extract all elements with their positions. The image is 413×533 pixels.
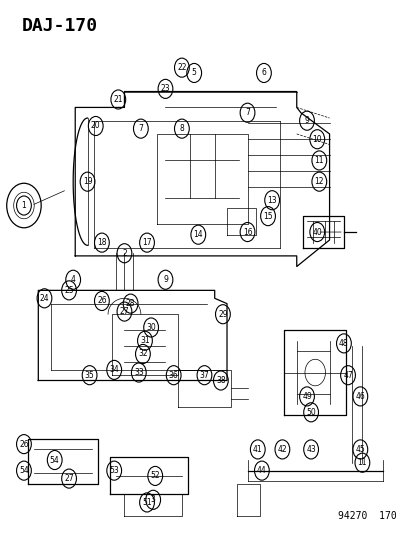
Text: 27: 27 [64, 474, 74, 483]
Text: 37: 37 [199, 370, 209, 379]
Text: 4: 4 [71, 275, 76, 284]
Text: 11: 11 [314, 156, 323, 165]
Text: 7: 7 [138, 124, 143, 133]
Text: 94270  170: 94270 170 [337, 511, 396, 521]
Text: 26: 26 [97, 296, 107, 305]
Text: 32: 32 [138, 350, 147, 359]
Text: 40: 40 [312, 228, 321, 237]
Text: 14: 14 [193, 230, 203, 239]
Text: 9: 9 [163, 275, 168, 284]
Text: 26: 26 [19, 440, 28, 449]
Text: 53: 53 [109, 466, 119, 475]
Text: 13: 13 [267, 196, 276, 205]
Text: 23: 23 [160, 84, 170, 93]
Text: 36: 36 [169, 370, 178, 379]
Text: 12: 12 [314, 177, 323, 186]
Text: 44: 44 [256, 466, 266, 475]
Text: 25: 25 [64, 286, 74, 295]
Text: 48: 48 [338, 339, 348, 348]
Text: 16: 16 [242, 228, 252, 237]
Text: 27: 27 [119, 307, 129, 316]
Text: 51: 51 [142, 498, 152, 507]
Text: 28: 28 [126, 299, 135, 308]
Text: 35: 35 [85, 370, 94, 379]
Text: 42: 42 [277, 445, 287, 454]
Text: 19: 19 [83, 177, 92, 186]
Text: 8: 8 [179, 124, 184, 133]
Text: 38: 38 [216, 376, 225, 385]
Text: 41: 41 [252, 445, 262, 454]
Text: 5: 5 [191, 68, 196, 77]
Text: 29: 29 [218, 310, 227, 319]
Text: 15: 15 [263, 212, 272, 221]
Text: 43: 43 [306, 445, 315, 454]
Text: 9: 9 [304, 116, 309, 125]
Text: 10: 10 [312, 135, 321, 144]
Text: 31: 31 [140, 336, 150, 345]
Text: 45: 45 [355, 445, 364, 454]
Text: 17: 17 [142, 238, 152, 247]
Text: 54: 54 [19, 466, 29, 475]
Text: 49: 49 [301, 392, 311, 401]
Text: 18: 18 [97, 238, 107, 247]
Text: 6: 6 [261, 68, 266, 77]
Text: 24: 24 [40, 294, 49, 303]
Text: 7: 7 [244, 108, 249, 117]
Text: DAJ-170: DAJ-170 [22, 17, 98, 35]
Text: 2: 2 [122, 249, 126, 258]
Text: 3: 3 [150, 495, 155, 504]
Text: 50: 50 [306, 408, 315, 417]
Text: 21: 21 [113, 95, 123, 104]
Text: 46: 46 [355, 392, 364, 401]
Text: 11: 11 [357, 458, 366, 467]
Text: 54: 54 [50, 456, 59, 465]
Text: 1: 1 [21, 201, 26, 210]
Text: 30: 30 [146, 323, 156, 332]
Text: 47: 47 [342, 370, 352, 379]
Text: 52: 52 [150, 471, 160, 480]
Text: 22: 22 [177, 63, 186, 72]
Text: 33: 33 [134, 368, 143, 377]
Text: 34: 34 [109, 366, 119, 374]
Text: 20: 20 [91, 122, 100, 131]
